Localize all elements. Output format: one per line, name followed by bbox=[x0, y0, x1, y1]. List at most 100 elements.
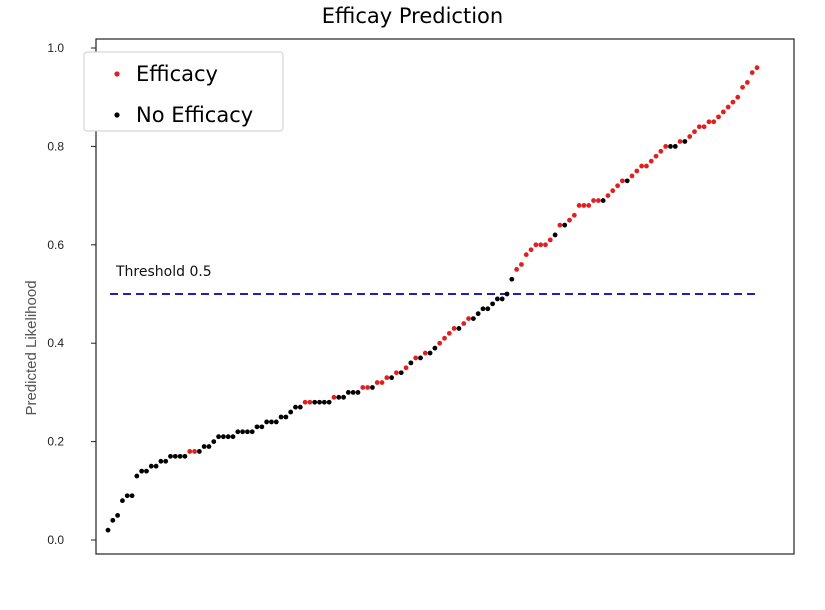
efficacy-point bbox=[437, 340, 443, 346]
legend: Efficacy No Efficacy bbox=[83, 51, 284, 132]
no-efficacy-point bbox=[249, 429, 255, 435]
threshold-label: Threshold 0.5 bbox=[115, 264, 212, 280]
y-tick-label: 0.6 bbox=[47, 238, 64, 252]
no-efficacy-point bbox=[345, 390, 351, 395]
efficacy-point bbox=[547, 237, 553, 243]
no-efficacy-point bbox=[148, 463, 154, 469]
legend-label: Efficacy bbox=[136, 62, 218, 86]
efficacy-point bbox=[706, 119, 712, 125]
efficacy-point bbox=[610, 188, 616, 194]
efficacy-point bbox=[754, 65, 760, 71]
efficacy-point bbox=[730, 99, 736, 105]
no-efficacy-point bbox=[283, 414, 289, 420]
no-efficacy-point bbox=[398, 370, 404, 376]
efficacy-point bbox=[519, 262, 524, 267]
no-efficacy-point bbox=[196, 449, 202, 454]
no-efficacy-point bbox=[211, 439, 217, 444]
no-efficacy-point bbox=[624, 178, 630, 184]
efficacy-point bbox=[446, 330, 452, 336]
no-efficacy-point bbox=[259, 424, 265, 430]
no-efficacy-point bbox=[158, 458, 164, 464]
legend-label: No Efficacy bbox=[136, 103, 253, 127]
no-efficacy-point bbox=[682, 139, 688, 144]
no-efficacy-point bbox=[124, 493, 130, 499]
legend-box bbox=[83, 51, 284, 132]
efficacy-point bbox=[725, 104, 731, 110]
efficacy-point bbox=[653, 153, 659, 159]
efficacy-point bbox=[749, 70, 755, 75]
efficacy-point bbox=[639, 163, 645, 169]
no-efficacy-point bbox=[336, 394, 342, 400]
no-efficacy-point bbox=[552, 232, 558, 238]
no-efficacy-point bbox=[326, 399, 332, 405]
legend-marker bbox=[114, 112, 120, 118]
y-tick-label: 0.2 bbox=[47, 435, 64, 449]
efficacy-point bbox=[403, 365, 409, 371]
no-efficacy-point bbox=[370, 385, 375, 390]
efficacy-point bbox=[331, 394, 337, 400]
no-efficacy-point bbox=[341, 394, 346, 400]
no-efficacy-point bbox=[269, 419, 274, 425]
efficacy-point bbox=[567, 217, 572, 223]
efficacy-point bbox=[711, 119, 717, 125]
y-axis-ticks: 0.0 0.2 0.4 0.6 0.8 1.0 bbox=[47, 41, 96, 547]
no-efficacy-point bbox=[153, 463, 159, 469]
no-efficacy-point bbox=[201, 444, 207, 449]
efficacy-point bbox=[581, 203, 587, 208]
efficacy-point bbox=[187, 449, 193, 454]
no-efficacy-point bbox=[288, 409, 294, 415]
no-efficacy-point bbox=[235, 429, 241, 435]
efficacy-point bbox=[523, 252, 529, 258]
no-efficacy-point bbox=[278, 414, 284, 420]
y-tick-label: 0.0 bbox=[47, 533, 64, 547]
efficacy-point bbox=[538, 242, 544, 248]
no-efficacy-point bbox=[129, 493, 135, 499]
no-efficacy-point bbox=[432, 345, 438, 351]
efficacy-point bbox=[687, 134, 693, 139]
no-efficacy-point bbox=[418, 355, 423, 361]
no-efficacy-point bbox=[499, 296, 505, 302]
efficacy-point bbox=[384, 375, 390, 381]
efficacy-point bbox=[701, 124, 707, 130]
no-efficacy-point bbox=[168, 453, 173, 459]
efficacy-point bbox=[533, 242, 539, 248]
no-efficacy-point bbox=[110, 517, 116, 523]
no-efficacy-point bbox=[668, 144, 673, 149]
efficacy-point bbox=[451, 326, 457, 331]
efficacy-point bbox=[744, 80, 750, 85]
no-efficacy-point bbox=[672, 144, 678, 149]
no-efficacy-point bbox=[120, 498, 125, 504]
no-efficacy-point bbox=[475, 311, 481, 317]
efficacy-point bbox=[720, 109, 726, 115]
no-efficacy-point bbox=[163, 458, 169, 464]
efficacy-point bbox=[307, 399, 313, 405]
no-efficacy-point bbox=[273, 419, 279, 425]
efficacy-point bbox=[442, 335, 447, 341]
no-efficacy-point bbox=[182, 453, 188, 459]
no-efficacy-point bbox=[355, 390, 361, 395]
efficacy-point bbox=[360, 385, 366, 390]
no-efficacy-point bbox=[350, 390, 356, 395]
efficacy-point bbox=[586, 203, 592, 208]
no-efficacy-point bbox=[105, 527, 111, 533]
efficacy-point bbox=[644, 163, 649, 169]
efficacy-point bbox=[648, 158, 654, 164]
no-efficacy-point bbox=[495, 296, 500, 302]
y-tick-label: 0.8 bbox=[47, 139, 64, 153]
data-points bbox=[105, 65, 760, 533]
no-efficacy-point bbox=[490, 301, 495, 307]
efficacy-point bbox=[658, 148, 664, 154]
efficacy-point bbox=[634, 168, 640, 174]
no-efficacy-point bbox=[134, 473, 140, 479]
no-efficacy-point bbox=[245, 429, 250, 435]
efficacy-point bbox=[663, 144, 669, 149]
no-efficacy-point bbox=[115, 513, 121, 518]
no-efficacy-point bbox=[312, 399, 318, 405]
no-efficacy-point bbox=[172, 453, 178, 459]
efficacy-point bbox=[422, 350, 428, 356]
efficacy-point bbox=[365, 385, 370, 390]
no-efficacy-point bbox=[600, 198, 606, 203]
efficacy-point bbox=[735, 94, 741, 100]
efficacy-point bbox=[557, 222, 563, 228]
